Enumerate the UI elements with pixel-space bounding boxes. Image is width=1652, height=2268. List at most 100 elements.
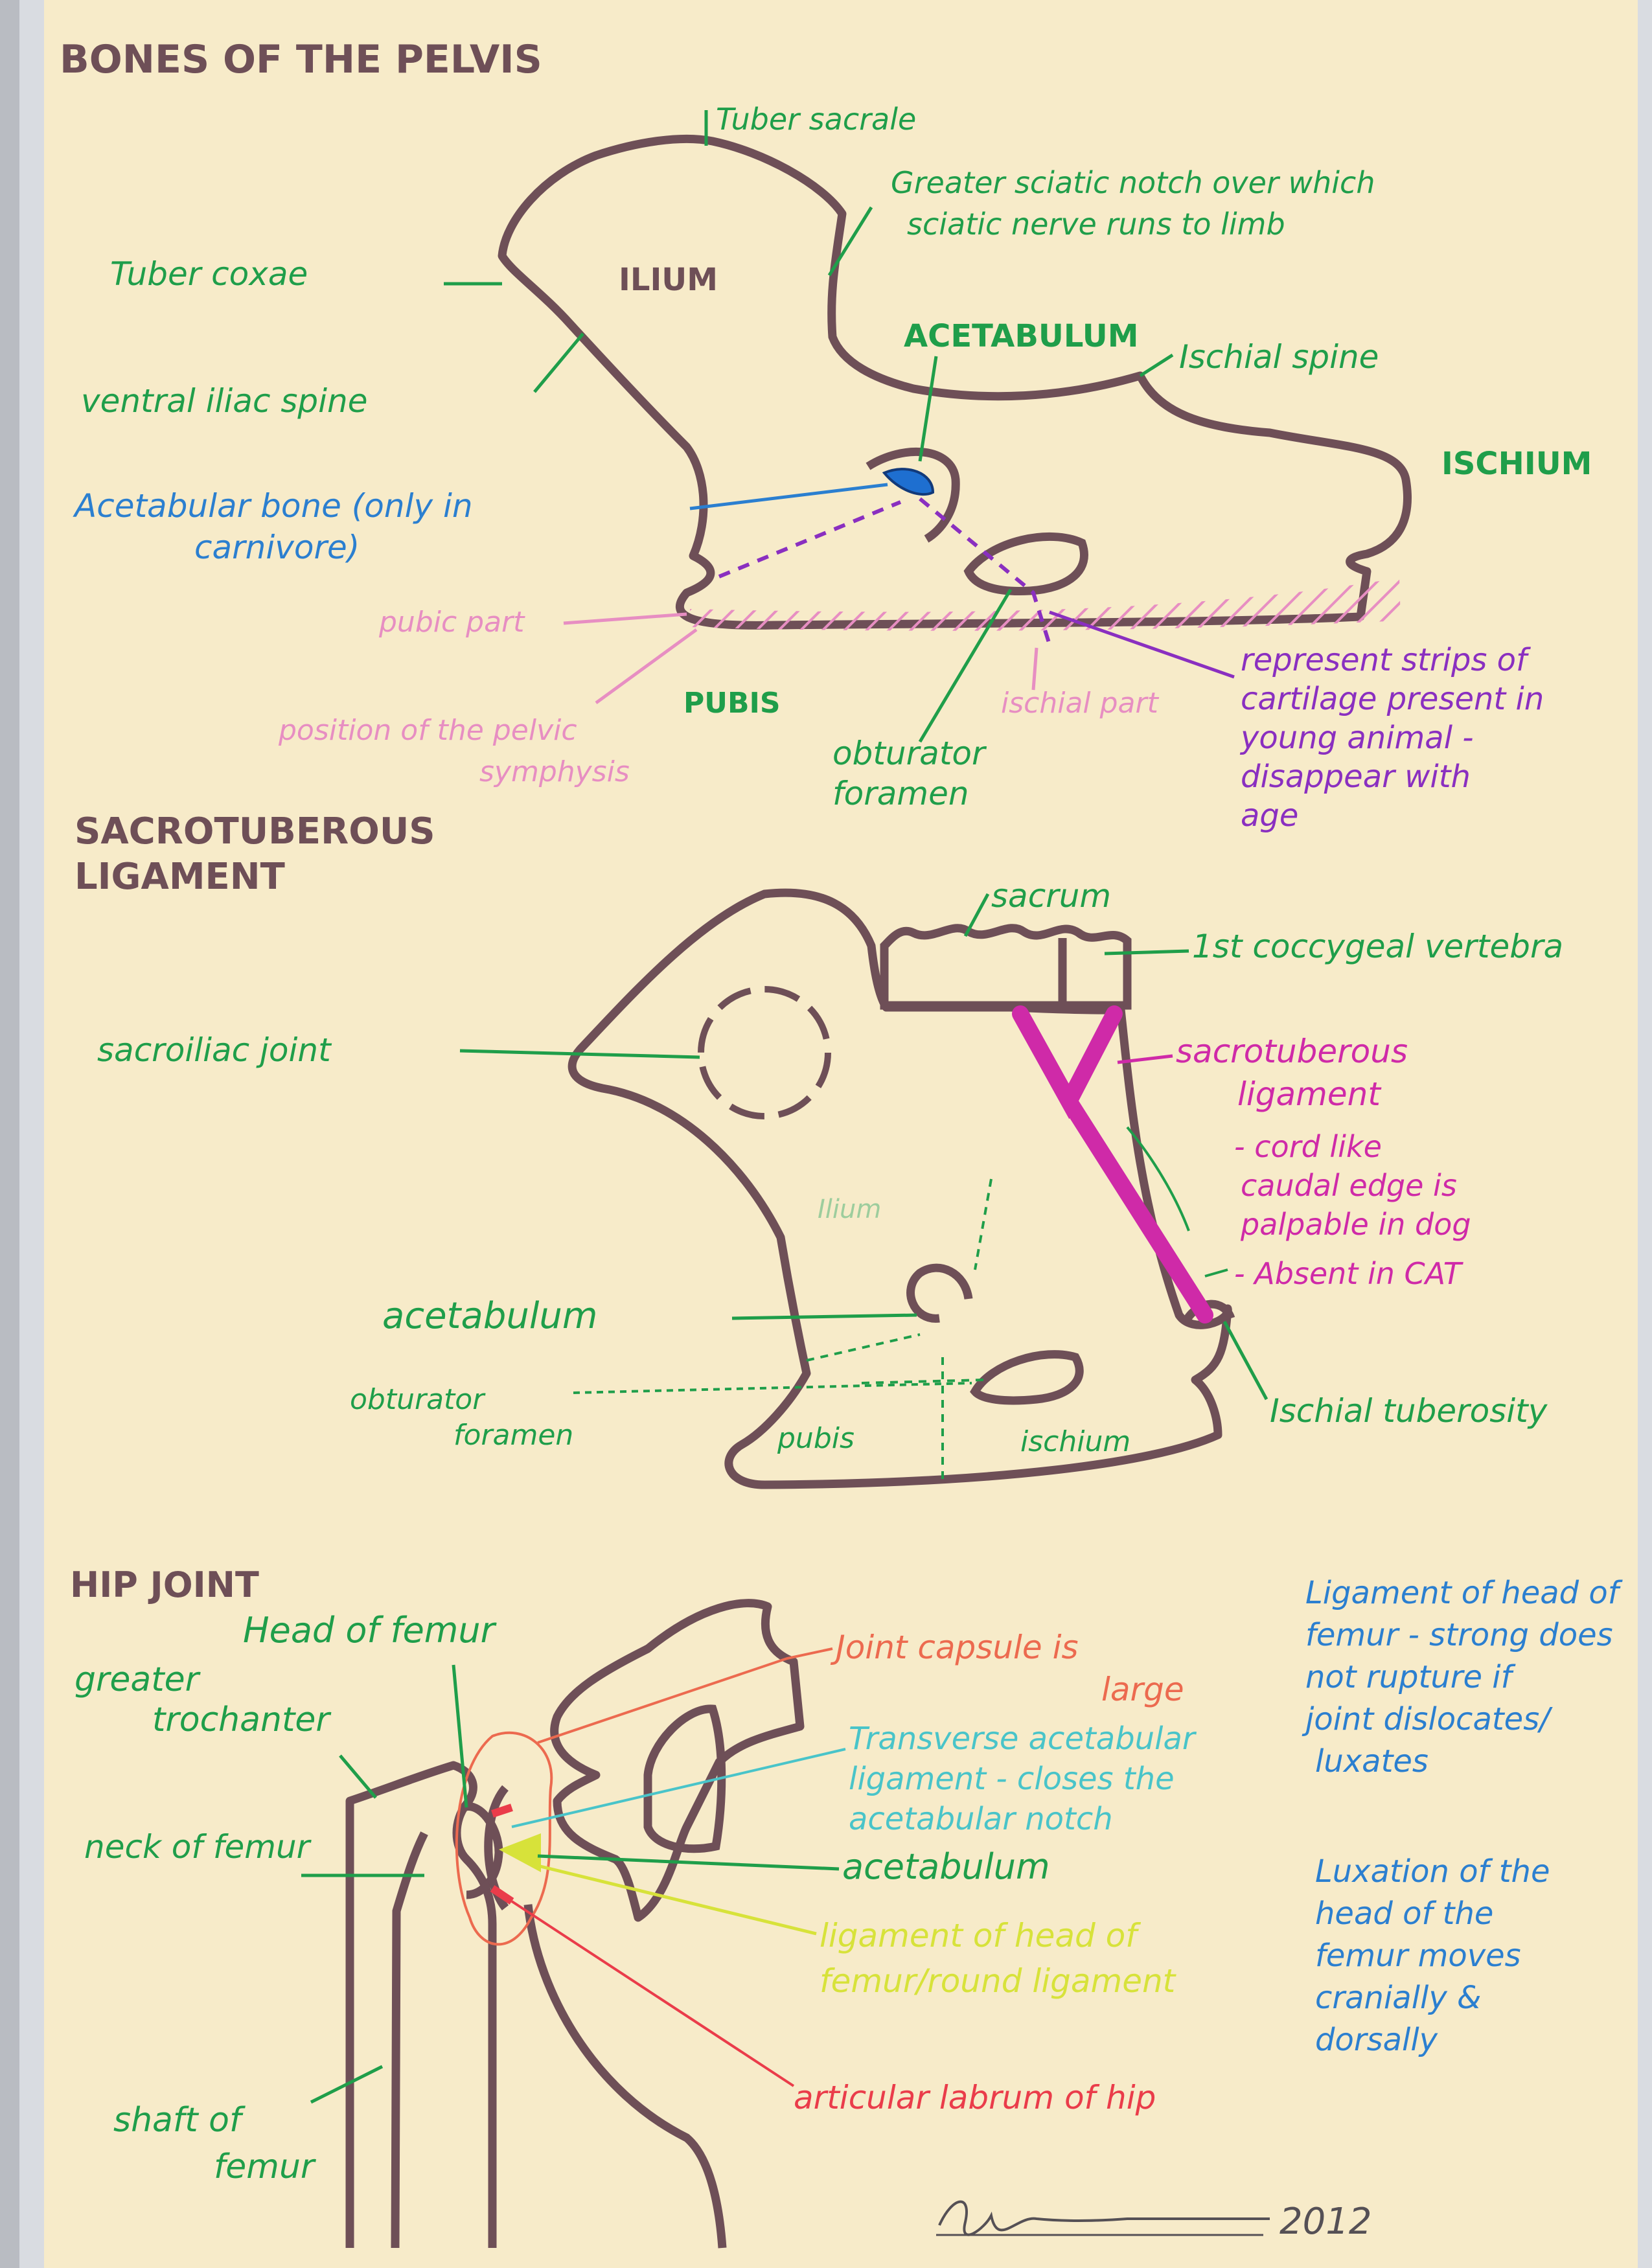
ischial-part-leader — [1031, 647, 1038, 691]
cord-edge-leader — [1126, 1126, 1190, 1231]
greater-trochanter-label-2: trochanter — [152, 1701, 332, 1739]
sacrotuberous-note-3: palpable in dog — [1240, 1207, 1471, 1242]
acetabulum-leader-3 — [537, 1854, 840, 1871]
labrum-top — [491, 1804, 513, 1818]
acetabular-bone-mark — [882, 468, 935, 496]
acetabulum-label-2: acetabulum — [382, 1295, 597, 1337]
hip-bone-lower-edge — [523, 1904, 727, 2249]
transverse-label-3: acetabular notch — [849, 1801, 1113, 1837]
pelvis-lateral-outline — [568, 888, 1232, 1489]
section3-heading: HIP JOINT — [70, 1564, 259, 1605]
joint-capsule-label-2: large — [1101, 1671, 1184, 1708]
sacroiliac-leader — [459, 1049, 700, 1059]
paper-sheet — [44, 0, 1638, 2268]
sacrotuberous-note-2: caudal edge is — [1241, 1168, 1457, 1203]
coccygeal-leader — [1104, 949, 1189, 956]
cartilage-label-3: young animal - — [1239, 720, 1474, 756]
head-of-femur-label: Head of femur — [243, 1610, 497, 1651]
obturator-label-1: obturator — [832, 735, 987, 772]
luxation-note-4: cranially & — [1315, 1980, 1481, 2016]
ischial-spine-label: Ischial spine — [1179, 338, 1379, 376]
luxation-note-2: head of the — [1315, 1896, 1493, 1932]
section2-heading-1: SACROTUBEROUS — [75, 810, 435, 853]
acetabulum-label-3: acetabulum — [842, 1846, 1050, 1887]
sacrotuberous-note-1: - cord like — [1234, 1129, 1382, 1164]
acetabular-bone-label-1: Acetabular bone (only in — [73, 487, 473, 525]
round-ligament-leader — [537, 1864, 817, 1936]
joint-capsule-label-1: Joint capsule is — [830, 1629, 1079, 1666]
ligament-note-5: luxates — [1315, 1743, 1428, 1780]
sacrum-label: sacrum — [991, 877, 1111, 915]
pubis-label: PUBIS — [683, 687, 781, 720]
ligament-note-2: femur - strong does — [1305, 1617, 1613, 1653]
sacrotuberous-ligament — [1012, 1005, 1213, 1323]
transverse-label-1: Transverse acetabular — [849, 1721, 1197, 1757]
sacroiliac-label: sacroiliac joint — [97, 1031, 332, 1069]
ligament-note-1: Ligament of head of — [1305, 1575, 1623, 1611]
neck-of-femur-label: neck of femur — [84, 1828, 312, 1866]
femur-neck-inner — [391, 1831, 428, 2249]
head-of-femur-leader — [452, 1664, 468, 1808]
cartilage-line-2 — [919, 497, 1051, 645]
acetabulum-label: ACETABULUM — [904, 318, 1139, 354]
greater-sciatic-leader — [827, 206, 873, 277]
ischial-tuberosity-label: Ischial tuberosity — [1270, 1392, 1548, 1430]
obturator-label-2: foramen — [832, 775, 969, 812]
luxation-note-3: femur moves — [1315, 1938, 1521, 1974]
obturator-foramen-shape — [963, 532, 1088, 595]
absent-cat-leader — [1204, 1268, 1228, 1277]
obturator-leader — [918, 588, 1013, 743]
tuber-coxae-label: Tuber coxae — [110, 255, 308, 293]
sacroiliac-joint-circle — [698, 986, 831, 1119]
pelvic-symphysis-label-1: position of the pelvic — [278, 714, 577, 747]
sacrotuberous-label-2: ligament — [1237, 1075, 1382, 1113]
hip-bone-outline — [550, 1599, 805, 1922]
greater-sciatic-label-1: Greater sciatic notch over which — [891, 165, 1375, 200]
acetabulum-leader-2 — [731, 1313, 917, 1320]
acetabular-bone-label-2: carnivore) — [194, 529, 360, 566]
section1-heading: BONES OF THE PELVIS — [60, 37, 542, 82]
pubis-label-2: pubis — [777, 1422, 855, 1455]
ischial-spine-leader — [1139, 353, 1174, 378]
cartilage-label-5: age — [1241, 797, 1298, 834]
obturator-label-s2-1: obturator — [350, 1383, 486, 1416]
greater-trochanter-label-1: greater — [75, 1660, 201, 1699]
femoral-head-shape — [461, 1802, 503, 1899]
labrum-leader — [511, 1900, 795, 2087]
sacrum-leader — [963, 893, 990, 937]
greater-sciatic-label-2: sciatic nerve runs to limb — [907, 207, 1285, 242]
sacrotuberous-leader — [1117, 1054, 1173, 1064]
transverse-leader — [511, 1748, 846, 1828]
cartilage-label-2: cartilage present in — [1241, 681, 1544, 717]
round-ligament-label-1: ligament of head of — [820, 1917, 1141, 1954]
ischial-tuberosity-leader — [1222, 1320, 1268, 1401]
section2-heading-2: LIGAMENT — [75, 856, 285, 898]
acetabulum-leader — [918, 356, 938, 462]
pelvic-symphysis-leader — [595, 628, 698, 705]
signature — [938, 2200, 1270, 2236]
cartilage-label-4: disappear with — [1241, 759, 1471, 795]
acetabulum-shape — [866, 447, 960, 543]
acetabular-bone-leader — [689, 483, 888, 510]
ventral-iliac-label: ventral iliac spine — [81, 382, 367, 420]
obturator-small-shape — [970, 1350, 1084, 1405]
obturator-label-s2-2: foramen — [453, 1419, 573, 1452]
ilium-faded-label: Ilium — [818, 1195, 881, 1224]
shaft-of-femur-label-2: femur — [214, 2148, 317, 2186]
round-ligament-label-2: femur/round ligament — [820, 1962, 1177, 2000]
ischial-part-label: ischial part — [1001, 687, 1160, 720]
shaft-of-femur-label-1: shaft of — [113, 2101, 246, 2140]
labrum-bottom — [490, 1885, 514, 1905]
ventral-iliac-leader — [533, 332, 584, 393]
pubis-ischium-line — [861, 1379, 985, 1384]
binder-edge — [0, 0, 19, 2268]
luxation-note-1: Luxation of the — [1315, 1853, 1550, 1890]
ligament-note-3: not rupture if — [1305, 1659, 1516, 1695]
cartilage-label-1: represent strips of — [1241, 642, 1531, 678]
ischial-tuberosity-knob — [1182, 1300, 1235, 1324]
coccygeal-label: 1st coccygeal vertebra — [1192, 928, 1563, 965]
sacrotuberous-label-1: sacrotuberous — [1176, 1033, 1408, 1070]
pelvic-symphysis-label-2: symphysis — [479, 755, 630, 788]
